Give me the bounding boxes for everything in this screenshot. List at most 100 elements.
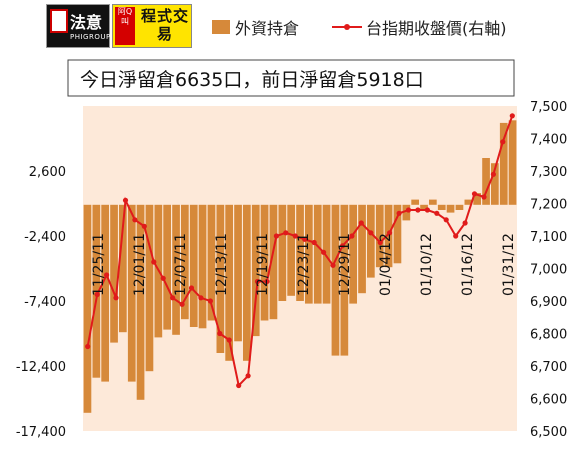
bar bbox=[499, 122, 508, 205]
bar bbox=[384, 204, 393, 268]
bar bbox=[437, 204, 446, 210]
line-series bbox=[85, 113, 515, 389]
bar bbox=[92, 204, 101, 378]
bar bbox=[225, 204, 233, 361]
bar bbox=[243, 204, 251, 361]
subtitle-box bbox=[67, 59, 515, 97]
bar bbox=[127, 204, 136, 382]
price-point bbox=[387, 230, 393, 236]
price-point bbox=[226, 337, 232, 343]
x-tick-label: 01/31/12 bbox=[501, 233, 517, 296]
price-point bbox=[104, 272, 110, 278]
bar bbox=[234, 204, 242, 342]
bar bbox=[207, 204, 216, 321]
bar bbox=[491, 163, 499, 205]
price-point bbox=[245, 373, 251, 379]
bar bbox=[340, 204, 349, 356]
left-axis-ticks: 2,600 -2,400 -7,400 -12,400 -17,400 bbox=[16, 165, 66, 440]
price-point bbox=[188, 285, 195, 291]
left-tick-label: -2,400 bbox=[24, 230, 66, 245]
bar bbox=[119, 204, 127, 333]
phigroup-logo: 法意 PHIGROUP bbox=[46, 4, 110, 48]
bar bbox=[172, 204, 180, 335]
aqu-logo: 阿Q叫 程式交易 bbox=[112, 4, 192, 48]
bar bbox=[313, 204, 322, 304]
bar bbox=[296, 204, 304, 301]
right-tick-label: 6,800 bbox=[530, 328, 567, 343]
phigroup-logo-name: 法意 bbox=[70, 13, 103, 32]
bar bbox=[278, 204, 287, 301]
price-point bbox=[283, 230, 289, 236]
bar bbox=[402, 204, 411, 221]
left-tick-label: -17,400 bbox=[16, 425, 66, 440]
price-point bbox=[471, 191, 478, 197]
bar bbox=[216, 204, 225, 353]
bar bbox=[331, 204, 340, 356]
left-tick-label: -12,400 bbox=[16, 360, 66, 375]
chart-subtitle: 今日淨留倉6635口，前日淨留倉5918口 bbox=[80, 69, 424, 91]
bar bbox=[508, 120, 517, 205]
right-axis-ticks: 7,500 7,400 7,300 7,200 7,100 7,000 6,900 6,800… bbox=[530, 100, 567, 440]
price-point bbox=[368, 230, 374, 236]
left-tick-label: -7,400 bbox=[24, 295, 66, 310]
bar bbox=[420, 204, 428, 210]
price-point bbox=[311, 239, 317, 246]
price-point bbox=[160, 275, 166, 281]
price-point bbox=[254, 278, 261, 285]
bar bbox=[110, 204, 118, 343]
bar bbox=[367, 204, 375, 278]
price-point bbox=[179, 301, 185, 307]
bar bbox=[287, 204, 295, 296]
bar bbox=[145, 204, 154, 372]
x-tick-label: 12/07/11 bbox=[173, 233, 189, 296]
x-tick-label: 01/04/12 bbox=[378, 233, 394, 296]
price-point bbox=[198, 295, 204, 301]
x-tick-label: 11/25/11 bbox=[91, 233, 107, 296]
bar bbox=[482, 158, 490, 205]
x-tick-label: 12/01/11 bbox=[132, 233, 148, 296]
price-line bbox=[86, 115, 514, 388]
price-point bbox=[321, 249, 327, 255]
price-point bbox=[358, 220, 364, 226]
x-tick-label: 12/29/11 bbox=[337, 233, 353, 296]
price-point bbox=[132, 217, 138, 223]
bar bbox=[411, 199, 419, 205]
aqu-logo-badge-text: 阿Q叫 bbox=[117, 7, 133, 26]
bar bbox=[349, 204, 357, 304]
right-tick-label: 7,400 bbox=[530, 133, 567, 148]
bar bbox=[305, 204, 313, 304]
right-tick-label: 6,700 bbox=[530, 360, 567, 375]
right-tick-label: 6,900 bbox=[530, 295, 567, 310]
right-tick-label: 7,100 bbox=[530, 230, 567, 245]
price-point bbox=[490, 171, 496, 177]
price-point bbox=[85, 343, 91, 350]
bar bbox=[251, 204, 260, 337]
bar bbox=[455, 204, 464, 210]
price-point bbox=[415, 207, 421, 213]
x-tick-label: 12/13/11 bbox=[214, 233, 230, 296]
price-point bbox=[349, 233, 355, 239]
price-point bbox=[500, 139, 506, 145]
right-tick-label: 6,600 bbox=[530, 393, 567, 408]
price-point bbox=[443, 217, 449, 223]
bar bbox=[163, 204, 171, 330]
x-tick-label: 01/10/12 bbox=[419, 233, 435, 296]
price-point bbox=[236, 382, 242, 389]
price-point bbox=[434, 210, 440, 216]
price-point bbox=[141, 223, 147, 229]
price-point bbox=[292, 233, 298, 239]
price-point bbox=[113, 295, 119, 301]
x-tick-label: 12/19/11 bbox=[255, 233, 271, 296]
price-point bbox=[462, 220, 468, 226]
bar bbox=[446, 204, 455, 213]
bar bbox=[181, 204, 189, 320]
price-point bbox=[217, 330, 223, 337]
bar bbox=[189, 204, 198, 327]
bar bbox=[358, 204, 366, 294]
right-tick-label: 7,000 bbox=[530, 263, 567, 278]
price-point bbox=[405, 207, 412, 213]
bar bbox=[136, 204, 145, 400]
bar bbox=[464, 199, 473, 205]
right-tick-label: 7,300 bbox=[530, 165, 567, 180]
